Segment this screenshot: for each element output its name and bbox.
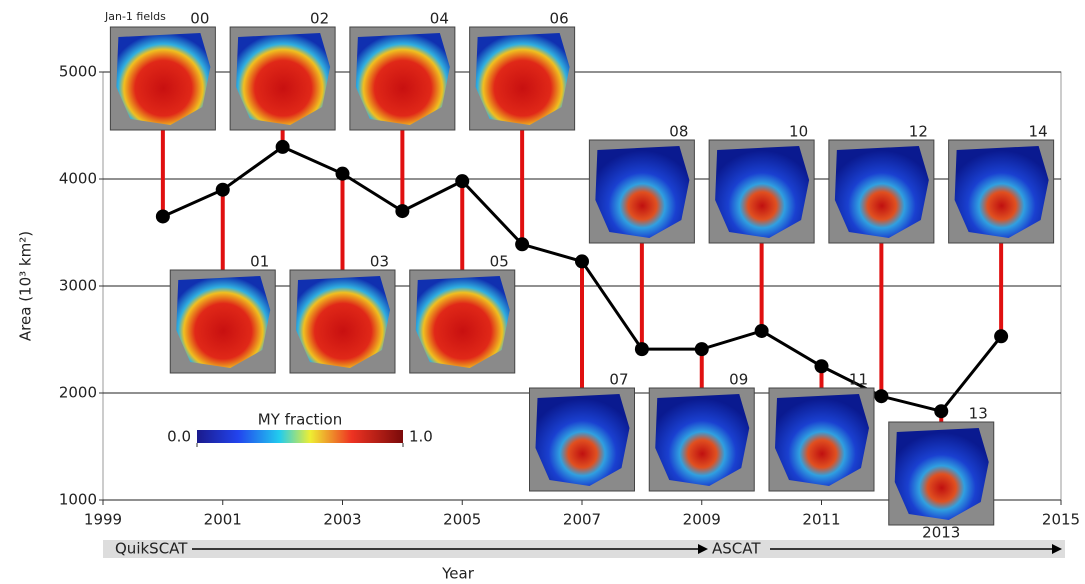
data-point	[215, 182, 230, 197]
y-axis-label: Area (10³ km²)	[17, 231, 35, 341]
data-point	[694, 342, 709, 357]
x-tick-label: 2009	[683, 511, 721, 529]
thumbnail-label: 11	[849, 371, 868, 389]
thumbnail-label: 04	[430, 10, 449, 28]
sensor-label: QuikSCAT	[115, 540, 188, 558]
x-tick-label: 2013	[922, 524, 960, 542]
colorbar-tick-label: 0.0	[167, 428, 191, 446]
arrow-head	[1052, 544, 1062, 554]
thumbnail-ice	[236, 33, 331, 125]
x-tick-label: 2005	[443, 511, 481, 529]
y-tick-label: 2000	[59, 384, 97, 402]
thumbnail-ice	[296, 276, 390, 368]
thumbnail-ice	[894, 428, 989, 520]
data-point	[515, 237, 530, 252]
colorbar-tick-label: 1.0	[409, 428, 433, 446]
x-tick-label: 2003	[323, 511, 361, 529]
thumbnail-label: 07	[609, 371, 628, 389]
x-axis-label: Year	[441, 565, 475, 583]
data-point	[934, 404, 949, 419]
thumbnail-label: 09	[729, 371, 748, 389]
data-point	[395, 204, 410, 219]
y-tick-label: 1000	[59, 491, 97, 509]
thumbnail-label: 13	[969, 405, 988, 423]
x-tick-label: 2015	[1042, 511, 1080, 529]
data-point	[155, 209, 170, 224]
thumbnail-label: 08	[669, 123, 688, 141]
thumbnail-label: 10	[789, 123, 808, 141]
data-point	[874, 389, 889, 404]
data-point	[994, 329, 1009, 344]
data-point	[455, 174, 470, 189]
thumbnail-label: 12	[909, 123, 928, 141]
x-tick-label: 2011	[802, 511, 840, 529]
thumbnail-ice	[775, 394, 869, 486]
arrow-head	[698, 544, 708, 554]
thumbnail-ice	[715, 146, 810, 238]
data-point	[754, 323, 769, 338]
thumbnail-title: Jan-1 fields	[104, 10, 166, 23]
thumbnail-label: 03	[370, 253, 389, 271]
x-tick-label: 1999	[84, 511, 122, 529]
thumbnail-ice	[834, 146, 929, 238]
thumbnail-ice	[595, 146, 690, 238]
x-tick-label: 2007	[563, 511, 601, 529]
thumbnail-ice	[954, 146, 1049, 238]
thumbnail-label: 02	[310, 10, 329, 28]
y-tick-label: 5000	[59, 63, 97, 81]
colorbar	[197, 430, 403, 443]
thumbnail-ice	[415, 276, 510, 368]
thumbnail-label: 14	[1029, 123, 1048, 141]
y-tick-label: 3000	[59, 277, 97, 295]
thumbnail-ice	[655, 394, 750, 486]
sensor-label: ASCAT	[712, 540, 761, 558]
y-tick-label: 4000	[59, 170, 97, 188]
data-point	[634, 342, 649, 357]
thumbnail-ice	[355, 33, 450, 125]
data-point	[575, 254, 589, 269]
thumbnail-label: 06	[550, 10, 569, 28]
thumbnail-label: 01	[250, 253, 269, 271]
data-point	[814, 359, 829, 374]
data-point	[335, 166, 350, 181]
thumbnail-label: 05	[490, 253, 509, 271]
thumbnail-ice	[116, 33, 211, 125]
x-tick-label: 2001	[204, 511, 242, 529]
thumbnail-label: 00	[190, 10, 209, 28]
thumbnail-ice	[535, 394, 630, 486]
thumbnail-ice	[475, 33, 570, 125]
thumbnail-ice	[176, 276, 271, 368]
colorbar-title: MY fraction	[258, 411, 343, 429]
data-point	[275, 139, 290, 154]
